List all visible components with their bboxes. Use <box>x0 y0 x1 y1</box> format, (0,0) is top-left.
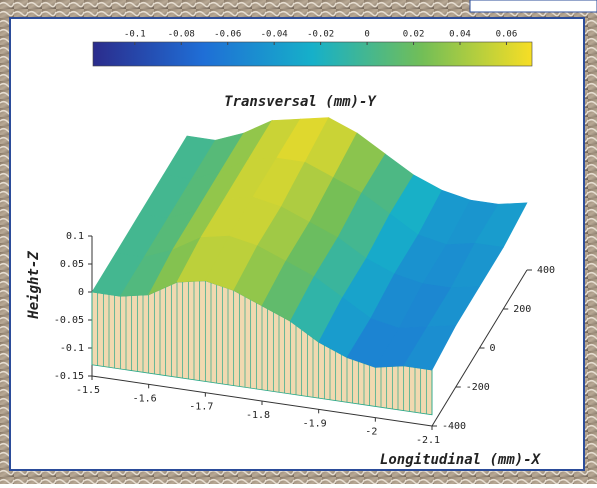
y-tick-label: 200 <box>513 304 531 315</box>
colorbar-tick-label: -0.06 <box>214 30 241 40</box>
colorbar <box>92 41 533 67</box>
colorbar-tick-label: -0.04 <box>261 30 288 40</box>
colorbar-tick-label: -0.1 <box>124 30 146 40</box>
colorbar-tick-label: -0.02 <box>307 30 334 40</box>
z-tick-label: -0.05 <box>54 315 84 326</box>
y-tick-label: 400 <box>537 265 555 276</box>
z-tick-label: -0.15 <box>54 371 84 382</box>
x-tick-label: -2 <box>365 427 377 438</box>
top-box <box>469 0 597 13</box>
z-tick-label: 0.1 <box>66 231 84 242</box>
z-axis-title: Height-Z <box>26 251 42 320</box>
y-tick-label: -200 <box>466 382 490 393</box>
x-tick-label: -1.5 <box>76 385 100 396</box>
colorbar-tick-label: -0.08 <box>168 30 195 40</box>
z-tick-label: 0 <box>78 287 84 298</box>
colorbar-tick-label: 0.06 <box>496 30 518 40</box>
y-tick-label: 0 <box>490 343 496 354</box>
x-tick-label: -1.8 <box>246 410 270 421</box>
colorbar-tick-label: 0.02 <box>403 30 425 40</box>
x-tick-label: -2.1 <box>416 435 440 446</box>
z-tick-label: -0.1 <box>60 343 84 354</box>
x-tick-label: -1.7 <box>189 402 213 413</box>
plot-area: -1.5 -1.6 -1.7 -1.8 -1.9 -2 -2.1-400 -200 0 200 40… <box>54 117 555 446</box>
y-axis-title: Transversal (mm)-Y <box>224 94 377 110</box>
colorbar-tick-label: 0 <box>364 30 369 40</box>
surface-patch <box>403 325 457 371</box>
x-tick-label: -1.9 <box>303 418 327 429</box>
x-axis-title: Longitudinal (mm)-X <box>380 452 542 468</box>
x-tick-label: -1.6 <box>133 393 157 404</box>
z-tick-label: 0.05 <box>60 259 84 270</box>
colorbar-tick-label: 0.04 <box>449 30 471 40</box>
y-tick-label: -400 <box>442 421 466 432</box>
